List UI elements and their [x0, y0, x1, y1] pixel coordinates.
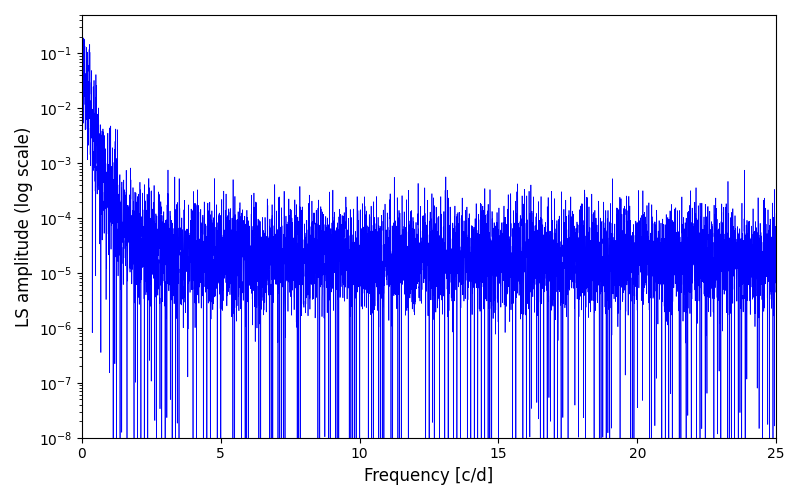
Y-axis label: LS amplitude (log scale): LS amplitude (log scale) — [15, 126, 33, 326]
X-axis label: Frequency [c/d]: Frequency [c/d] — [364, 467, 494, 485]
